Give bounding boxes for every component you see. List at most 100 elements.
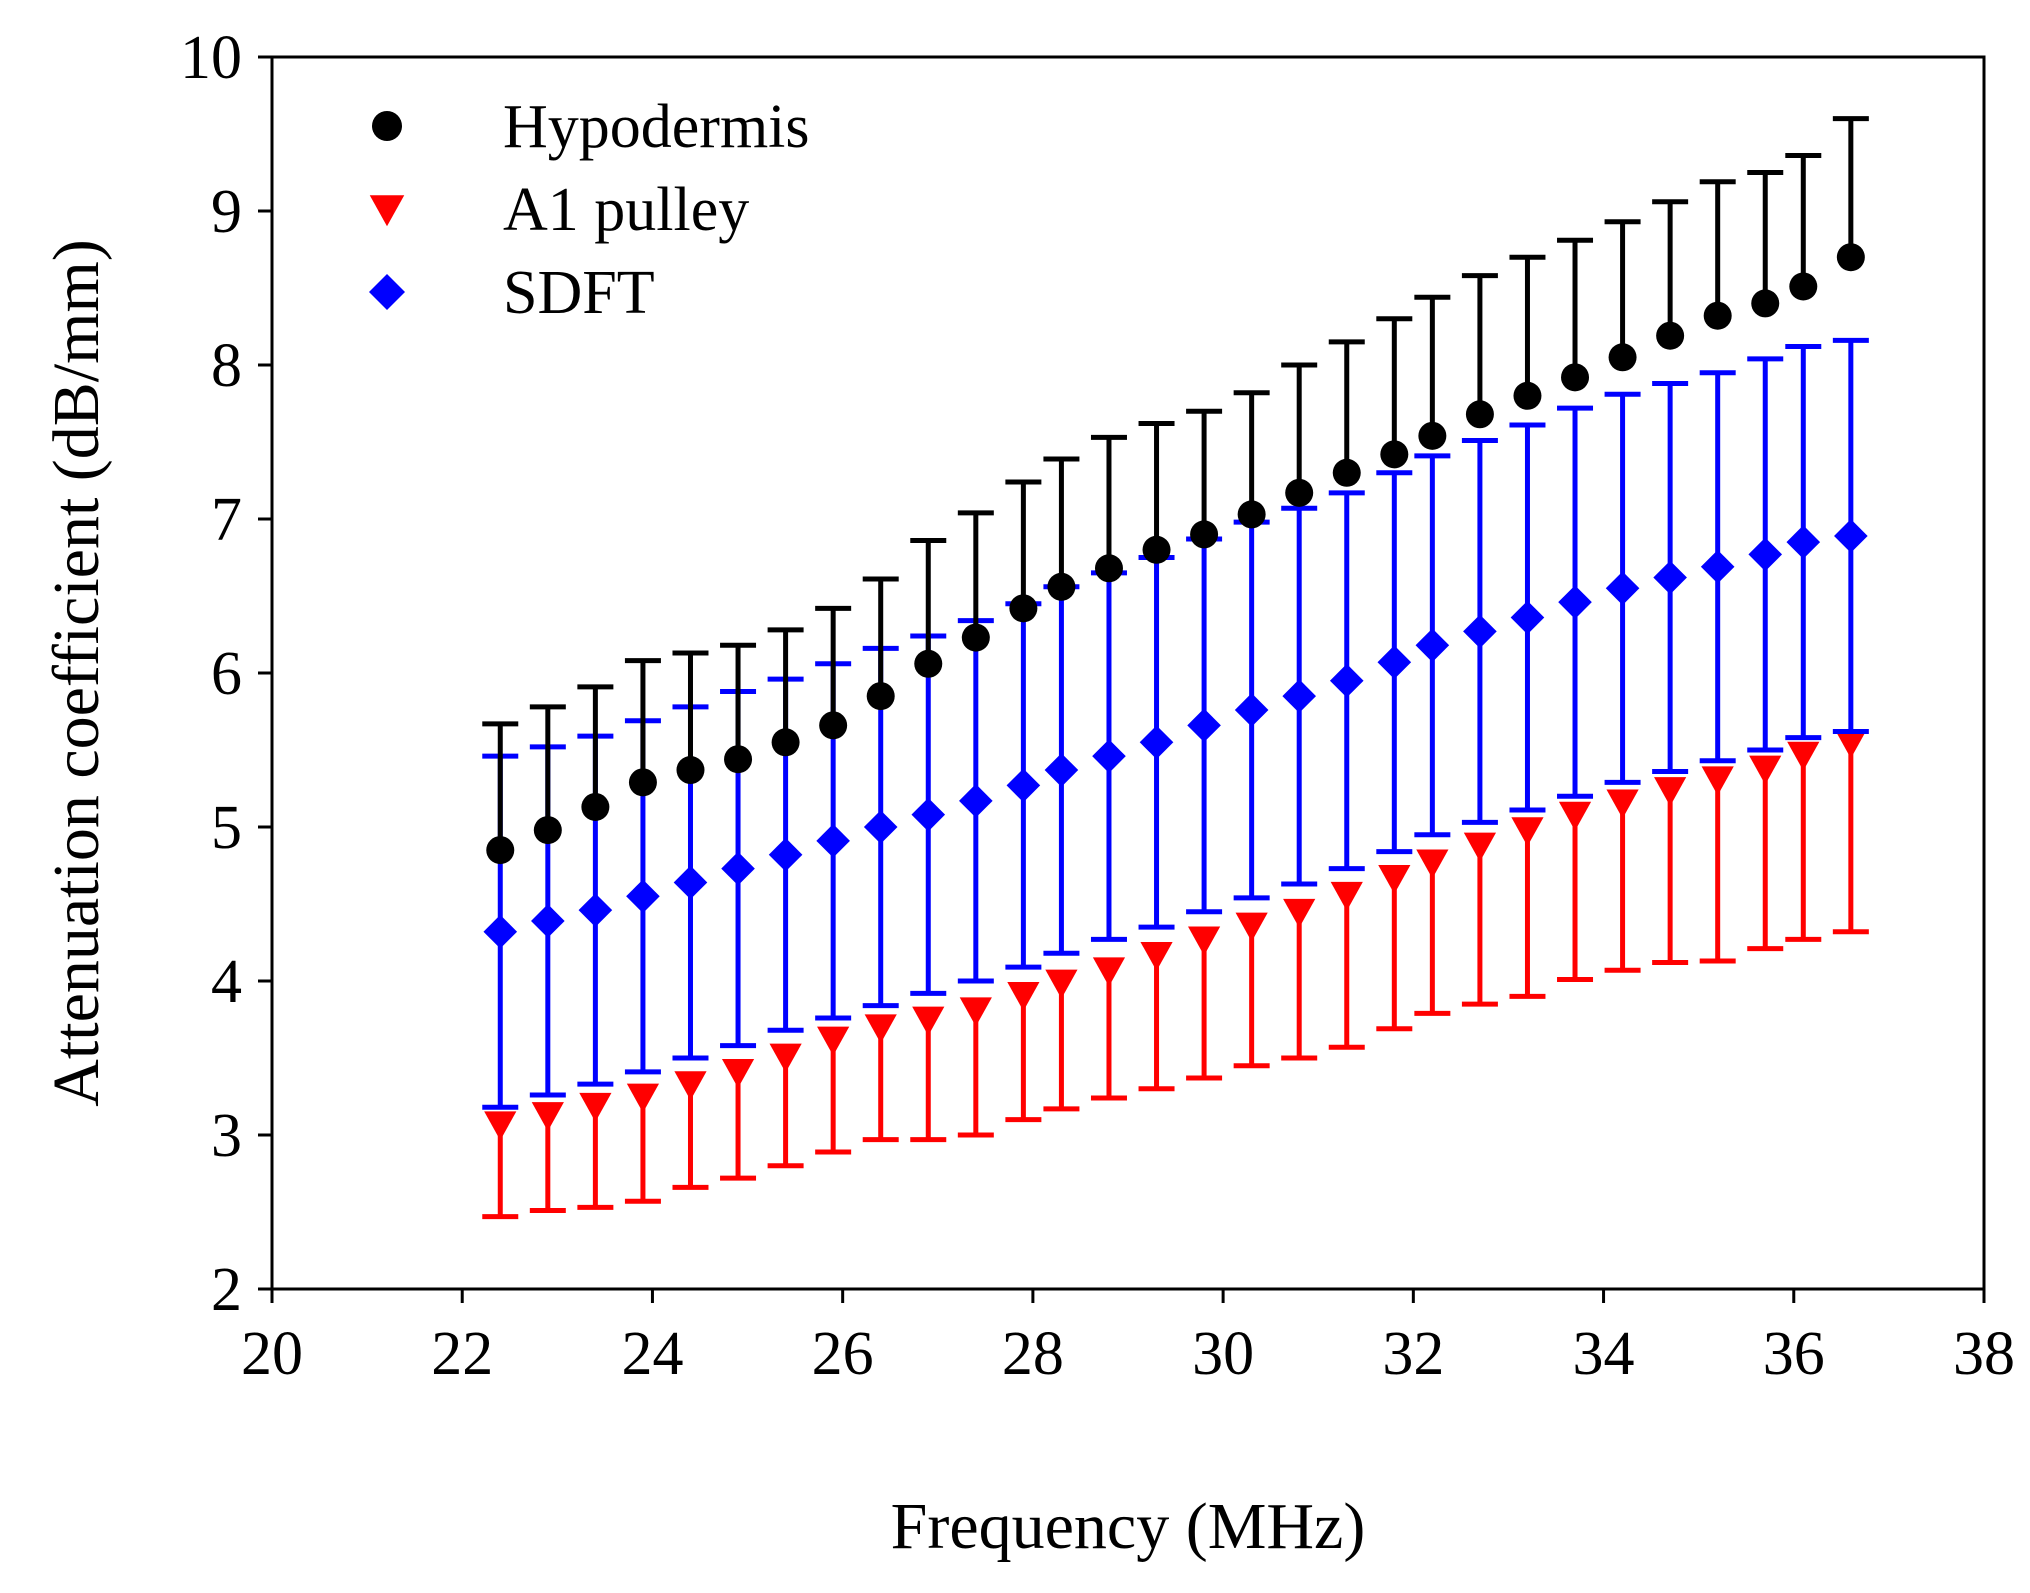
x-tick-label: 38: [1953, 1320, 2015, 1388]
sdft-point: [1653, 560, 1687, 595]
sdft-point: [863, 810, 898, 844]
a1-pulley-point: [912, 1006, 945, 1036]
x-tick-label: 22: [431, 1320, 493, 1388]
sdft-point: [1463, 614, 1497, 649]
hypodermis-point: [486, 836, 515, 865]
a1-pulley-point: [531, 1102, 564, 1132]
a1-pulley-point: [674, 1071, 707, 1101]
sdft-point: [1187, 708, 1221, 743]
hypodermis-point: [1094, 554, 1123, 583]
a1-pulley-point: [817, 1026, 850, 1056]
x-tick-label: 30: [1192, 1320, 1254, 1388]
x-axis-title: Frequency (MHz): [891, 1490, 1366, 1563]
hypodermis-point: [1703, 301, 1732, 330]
hypodermis-point: [1190, 520, 1219, 549]
x-tick-label: 32: [1382, 1320, 1444, 1388]
hypodermis-point: [1009, 594, 1038, 623]
a1-pulley-point: [626, 1083, 660, 1113]
a1-pulley-point: [1330, 881, 1363, 911]
series-a1-pulley: [482, 729, 1869, 1220]
sdft-point: [1558, 585, 1592, 619]
sdft-point: [1282, 679, 1316, 713]
a1-pulley-point: [959, 997, 992, 1027]
y-tick-label: 7: [211, 486, 242, 554]
hypodermis-point: [1751, 289, 1780, 318]
sdft-point: [721, 851, 755, 886]
a1-pulley-point: [1558, 801, 1592, 831]
sdft-point: [816, 824, 850, 858]
hypodermis-point: [1836, 243, 1865, 272]
y-tick-label: 10: [180, 24, 242, 92]
x-tick-label: 36: [1763, 1320, 1825, 1388]
x-tick-label: 20: [241, 1320, 303, 1388]
x-tick-label: 26: [812, 1320, 874, 1388]
a1-pulley-point: [1283, 898, 1316, 928]
sdft-point: [483, 914, 518, 949]
legend-label-hypodermis: Hypodermis: [503, 93, 810, 161]
a1-pulley-point: [1749, 755, 1782, 785]
series-sdft: [482, 337, 1869, 1110]
a1-pulley-point: [1654, 777, 1687, 807]
hypodermis-point: [1332, 458, 1361, 487]
a1-pulley-point: [1416, 849, 1449, 879]
y-tick-label: 9: [211, 178, 242, 246]
hypodermis-point: [1656, 321, 1685, 350]
a1-pulley-point: [769, 1043, 802, 1073]
hypodermis-point: [581, 792, 610, 821]
hypodermis-point: [1418, 421, 1447, 450]
sdft-point: [959, 784, 993, 818]
x-tick-label: 34: [1573, 1320, 1635, 1388]
sdft-point: [1139, 725, 1174, 760]
hypodermis-point: [1465, 400, 1494, 429]
hypodermis-point: [1561, 363, 1590, 392]
sdft-point: [1834, 519, 1868, 553]
hypodermis-point: [771, 728, 800, 757]
sdft-point: [626, 879, 660, 914]
legend-marker-a1-pulley: [369, 195, 405, 227]
hypodermis-point: [724, 745, 753, 774]
hypodermis-point: [1608, 343, 1637, 372]
hypodermis-point: [1285, 478, 1314, 507]
hypodermis-point: [1513, 381, 1542, 410]
sdft-point: [768, 837, 803, 872]
a1-pulley-point: [1045, 969, 1078, 999]
sdft-point: [673, 865, 708, 900]
legend: Hypodermis A1 pulley SDFT: [369, 93, 810, 327]
sdft-point: [1377, 645, 1412, 680]
sdft-point: [1092, 739, 1126, 773]
hypodermis-point: [866, 682, 895, 711]
hypodermis-point: [628, 768, 657, 797]
sdft-point: [1329, 663, 1364, 698]
plot-marks: [482, 116, 1869, 1220]
hypodermis-point: [533, 816, 562, 845]
a1-pulley-point: [1187, 926, 1221, 956]
a1-pulley-point: [1463, 832, 1497, 862]
a1-pulley-point: [579, 1092, 612, 1122]
hypodermis-point: [1237, 500, 1266, 529]
sdft-point: [1044, 753, 1079, 787]
legend-marker-hypodermis: [372, 111, 402, 141]
y-tick-label: 3: [211, 1102, 242, 1170]
y-tick-label: 4: [211, 948, 242, 1016]
a1-pulley-point: [1701, 766, 1734, 796]
a1-pulley-point: [1606, 789, 1639, 819]
a1-pulley-point: [484, 1111, 517, 1141]
sdft-point: [1605, 571, 1640, 606]
y-tick-label: 5: [211, 794, 242, 862]
sdft-point: [1006, 768, 1041, 803]
y-tick-label: 8: [211, 332, 242, 400]
sdft-point: [578, 893, 613, 927]
hypodermis-point: [1142, 535, 1171, 564]
hypodermis-point: [914, 649, 943, 678]
sdft-point: [1786, 525, 1821, 559]
legend-marker-sdft: [369, 274, 405, 310]
sdft-point: [1510, 600, 1545, 635]
sdft-point: [911, 797, 946, 832]
y-tick-label: 6: [211, 640, 242, 708]
a1-pulley-point: [1787, 741, 1820, 771]
legend-label-a1-pulley: A1 pulley: [503, 176, 749, 244]
